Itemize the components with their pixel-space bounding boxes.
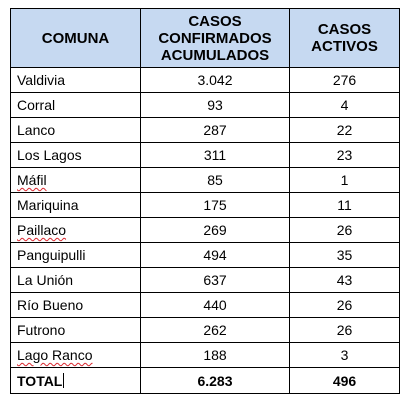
activos-cell[interactable]: 43: [289, 267, 400, 293]
cases-table: COMUNA CASOS CONFIRMADOS ACUMULADOS CASO…: [10, 8, 400, 394]
confirmados-cell[interactable]: 440: [140, 292, 290, 318]
header-confirmados-line-2: CONFIRMADOS: [158, 29, 272, 47]
header-activos-line-2: ACTIVOS: [311, 38, 378, 55]
header-activos-line-1: CASOS: [317, 21, 372, 38]
activos-cell[interactable]: 35: [289, 242, 400, 268]
comuna-cell[interactable]: Lago Ranco: [10, 342, 141, 368]
confirmados-cell[interactable]: 3.042: [140, 67, 290, 93]
confirmados-cell[interactable]: 637: [140, 267, 290, 293]
comuna-cell[interactable]: Lanco: [10, 117, 141, 143]
header-row: COMUNA CASOS CONFIRMADOS ACUMULADOS CASO…: [10, 8, 400, 68]
table-row: Río Bueno 440 26: [10, 292, 400, 318]
text-cursor: [63, 372, 65, 388]
comuna-cell[interactable]: Futrono: [10, 317, 141, 343]
header-activos: CASOS ACTIVOS: [289, 8, 400, 68]
table-row: Panguipulli 494 35: [10, 242, 400, 268]
table-row: Los Lagos 311 23: [10, 142, 400, 168]
header-confirmados: CASOS CONFIRMADOS ACUMULADOS: [140, 8, 290, 68]
table-row: Mariquina 175 11: [10, 192, 400, 218]
confirmados-cell[interactable]: 175: [140, 192, 290, 218]
confirmados-cell[interactable]: 85: [140, 167, 290, 193]
activos-cell[interactable]: 26: [289, 217, 400, 243]
table-row: La Unión 637 43: [10, 267, 400, 293]
activos-cell[interactable]: 23: [289, 142, 400, 168]
total-label-cell[interactable]: TOTAL: [10, 367, 141, 394]
spellcheck-word: Máfil: [17, 172, 47, 188]
activos-cell[interactable]: 276: [289, 67, 400, 93]
activos-cell[interactable]: 22: [289, 117, 400, 143]
total-row: TOTAL 6.283 496: [10, 367, 400, 394]
activos-cell[interactable]: 11: [289, 192, 400, 218]
total-confirmados-cell[interactable]: 6.283: [140, 367, 290, 394]
table-row: Corral 93 4: [10, 92, 400, 118]
activos-cell[interactable]: 26: [289, 292, 400, 318]
comuna-cell[interactable]: Los Lagos: [10, 142, 141, 168]
confirmados-cell[interactable]: 311: [140, 142, 290, 168]
comuna-cell[interactable]: Máfil: [10, 167, 141, 193]
activos-cell[interactable]: 1: [289, 167, 400, 193]
confirmados-cell[interactable]: 188: [140, 342, 290, 368]
comuna-cell[interactable]: Mariquina: [10, 192, 141, 218]
comuna-cell[interactable]: Río Bueno: [10, 292, 141, 318]
confirmados-cell[interactable]: 269: [140, 217, 290, 243]
table-row: Futrono 262 26: [10, 317, 400, 343]
comuna-cell[interactable]: Corral: [10, 92, 141, 118]
activos-cell[interactable]: 26: [289, 317, 400, 343]
confirmados-cell[interactable]: 494: [140, 242, 290, 268]
confirmados-cell[interactable]: 93: [140, 92, 290, 118]
comuna-cell[interactable]: La Unión: [10, 267, 141, 293]
header-confirmados-line-3: ACUMULADOS: [160, 46, 270, 64]
activos-cell[interactable]: 4: [289, 92, 400, 118]
spellcheck-word: Lago Ranco: [17, 347, 93, 363]
table-row: Valdivia 3.042 276: [10, 67, 400, 93]
table-row: Máfil 85 1: [10, 167, 400, 193]
total-activos-cell[interactable]: 496: [289, 367, 400, 394]
total-label: TOTAL: [17, 372, 63, 389]
table-row: Lanco 287 22: [10, 117, 400, 143]
header-comuna: COMUNA: [10, 8, 141, 68]
activos-cell[interactable]: 3: [289, 342, 400, 368]
spellcheck-word: Paillaco: [17, 222, 67, 238]
header-confirmados-line-1: CASOS: [188, 12, 242, 30]
table-row: Lago Ranco 188 3: [10, 342, 400, 368]
comuna-cell[interactable]: Valdivia: [10, 67, 141, 93]
comuna-cell[interactable]: Panguipulli: [10, 242, 141, 268]
confirmados-cell[interactable]: 287: [140, 117, 290, 143]
confirmados-cell[interactable]: 262: [140, 317, 290, 343]
table-row: Paillaco 269 26: [10, 217, 400, 243]
comuna-cell[interactable]: Paillaco: [10, 217, 141, 243]
